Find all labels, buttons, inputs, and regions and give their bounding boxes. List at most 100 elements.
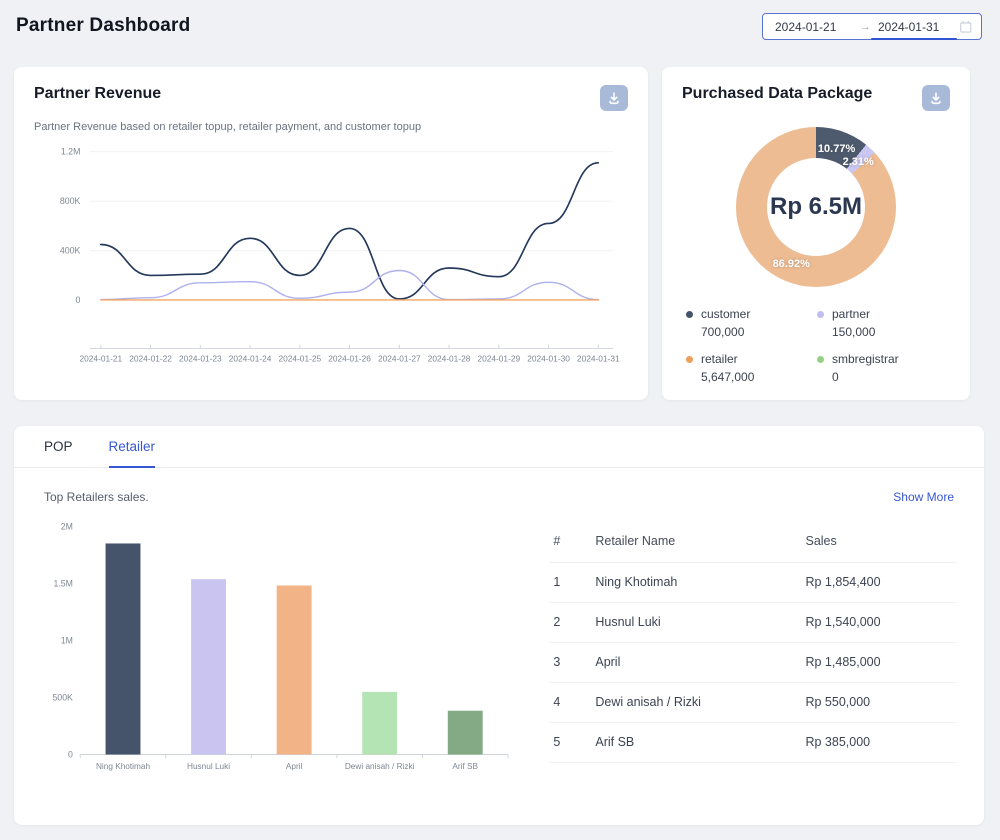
page-title: Partner Dashboard (16, 15, 191, 36)
purchased-package-card: Purchased Data Package Rp 6.5M 10.77% 2.3… (662, 67, 970, 400)
bar (447, 710, 483, 755)
active-tab-underline (108, 466, 156, 468)
legend-label: retailer (701, 352, 738, 366)
table-row: 4 Dewi anisah / Rizki Rp 550,000 (549, 682, 956, 723)
package-card-title: Purchased Data Package (682, 85, 873, 102)
bar (362, 691, 398, 755)
svg-text:500K: 500K (53, 692, 74, 702)
retailer-table: # Retailer Name Sales 1 Ning Khotimah Rp 1,8… (549, 520, 956, 763)
svg-text:2024-01-25: 2024-01-25 (278, 353, 321, 363)
svg-text:0: 0 (68, 749, 73, 759)
table-cell: Rp 1,485,000 (801, 642, 956, 683)
svg-text:2024-01-28: 2024-01-28 (428, 353, 471, 363)
legend-dot-icon (686, 355, 693, 363)
tab-retailer[interactable]: Retailer (108, 426, 156, 468)
table-row: 5 Arif SB Rp 385,000 (549, 722, 956, 763)
table-cell: Dewi anisah / Rizki (591, 682, 802, 723)
revenue-line-chart: 0 400K 800K 1.2M 2024-01-21 2024-01-22 2024-01… (60, 146, 620, 363)
svg-text:2024-01-24: 2024-01-24 (229, 353, 272, 363)
table-header-cell: Retailer Name (591, 520, 802, 563)
table-cell: Rp 550,000 (801, 682, 956, 723)
svg-text:Arif SB: Arif SB (452, 762, 478, 771)
legend-label: smbregistrar (832, 352, 899, 366)
svg-text:2024-01-22: 2024-01-22 (129, 353, 172, 363)
legend-label: customer (701, 307, 751, 321)
tab-retailer-label: Retailer (108, 439, 156, 454)
package-donut-chart: Rp 6.5M 10.77% 2.31% 86.92% (736, 127, 896, 287)
table-cell: Arif SB (591, 722, 802, 763)
tab-pop[interactable]: POP (44, 439, 73, 454)
donut-percent-label: 10.77% (817, 142, 856, 155)
table-cell: 3 (549, 642, 592, 683)
table-cell: Ning Khotimah (591, 562, 802, 603)
legend-item[interactable]: partner 150,000 (817, 307, 948, 339)
legend-item[interactable]: retailer 5,647,000 (686, 352, 817, 384)
date-range-picker[interactable]: 2024-01-21 → 2024-01-31 (762, 13, 982, 40)
legend-value: 700,000 (701, 325, 745, 339)
partner-revenue-card: Partner Revenue Partner Revenue based on… (14, 67, 648, 400)
svg-text:2024-01-31: 2024-01-31 (577, 353, 620, 363)
svg-text:Dewi anisah / Rizki: Dewi anisah / Rizki (345, 762, 415, 771)
show-more-link[interactable]: Show More (893, 490, 954, 504)
donut-center: Rp 6.5M (767, 158, 865, 256)
table-cell: Rp 1,854,400 (801, 562, 956, 603)
legend-dot-icon (817, 310, 824, 318)
table-row: 1 Ning Khotimah Rp 1,854,400 (549, 562, 956, 603)
bar (191, 579, 227, 755)
table-row: 2 Husnul Luki Rp 1,540,000 (549, 602, 956, 643)
legend-dot-icon (817, 355, 824, 363)
svg-text:0: 0 (76, 295, 81, 305)
svg-text:2024-01-30: 2024-01-30 (527, 353, 570, 363)
table-cell: Rp 385,000 (801, 722, 956, 763)
tabs-bar: POP Retailer (14, 426, 984, 468)
top-retailers-caption: Top Retailers sales. (44, 490, 149, 504)
legend-item[interactable]: smbregistrar 0 (817, 352, 948, 384)
calendar-icon (960, 20, 972, 33)
legend-item[interactable]: customer 700,000 (686, 307, 817, 339)
table-cell: 2 (549, 602, 592, 643)
svg-text:April: April (286, 762, 303, 771)
svg-text:2M: 2M (61, 522, 73, 532)
svg-text:1.5M: 1.5M (53, 579, 72, 589)
table-header-row: # Retailer Name Sales (549, 520, 956, 563)
svg-text:Husnul Luki: Husnul Luki (187, 762, 230, 771)
legend-value: 5,647,000 (701, 370, 755, 384)
table-header-cell: Sales (801, 520, 956, 563)
bar (276, 585, 312, 755)
svg-text:2024-01-21: 2024-01-21 (79, 353, 122, 363)
table-cell: 4 (549, 682, 592, 723)
svg-text:1.2M: 1.2M (61, 146, 81, 156)
table-header-cell: # (549, 520, 592, 563)
download-icon (931, 92, 941, 105)
date-start-input[interactable]: 2024-01-21 (775, 19, 837, 34)
legend-value: 150,000 (832, 325, 876, 339)
svg-text:2024-01-29: 2024-01-29 (477, 353, 520, 363)
donut-center-label: Rp 6.5M (769, 193, 862, 220)
retailer-bar-chart: 0 500K 1M 1.5M 2M Ning Khotimah Husnul Luki Apr… (53, 522, 509, 771)
table-cell: 5 (549, 722, 592, 763)
svg-text:2024-01-27: 2024-01-27 (378, 353, 421, 363)
svg-text:Ning Khotimah: Ning Khotimah (96, 762, 151, 771)
svg-text:400K: 400K (60, 245, 81, 255)
table-cell: 1 (549, 562, 592, 603)
active-date-underline (871, 38, 957, 40)
table-cell: April (591, 642, 802, 683)
table-row: 3 April Rp 1,485,000 (549, 642, 956, 683)
date-end-input[interactable]: 2024-01-31 (877, 19, 940, 34)
svg-text:2024-01-26: 2024-01-26 (328, 353, 371, 363)
revenue-card-subtitle: Partner Revenue based on retailer topup,… (34, 121, 422, 133)
cards-row: Partner Revenue Partner Revenue based on… (14, 67, 970, 400)
svg-text:800K: 800K (60, 196, 81, 206)
table-cell: Rp 1,540,000 (801, 602, 956, 643)
retailer-panel-card: POP Retailer Top Retailers sales. Show M… (14, 426, 984, 825)
arrow-right-icon: → (859, 20, 871, 33)
revenue-card-title: Partner Revenue (34, 85, 162, 102)
legend-value: 0 (832, 370, 839, 384)
donut-percent-label: 2.31% (842, 155, 874, 168)
download-icon (609, 92, 619, 105)
donut-legend: customer 700,000 partner 150,000 retailer 5,6… (686, 307, 948, 384)
svg-text:1M: 1M (61, 635, 73, 645)
bar (105, 543, 141, 755)
download-button[interactable] (600, 85, 628, 111)
download-button[interactable] (922, 85, 950, 111)
